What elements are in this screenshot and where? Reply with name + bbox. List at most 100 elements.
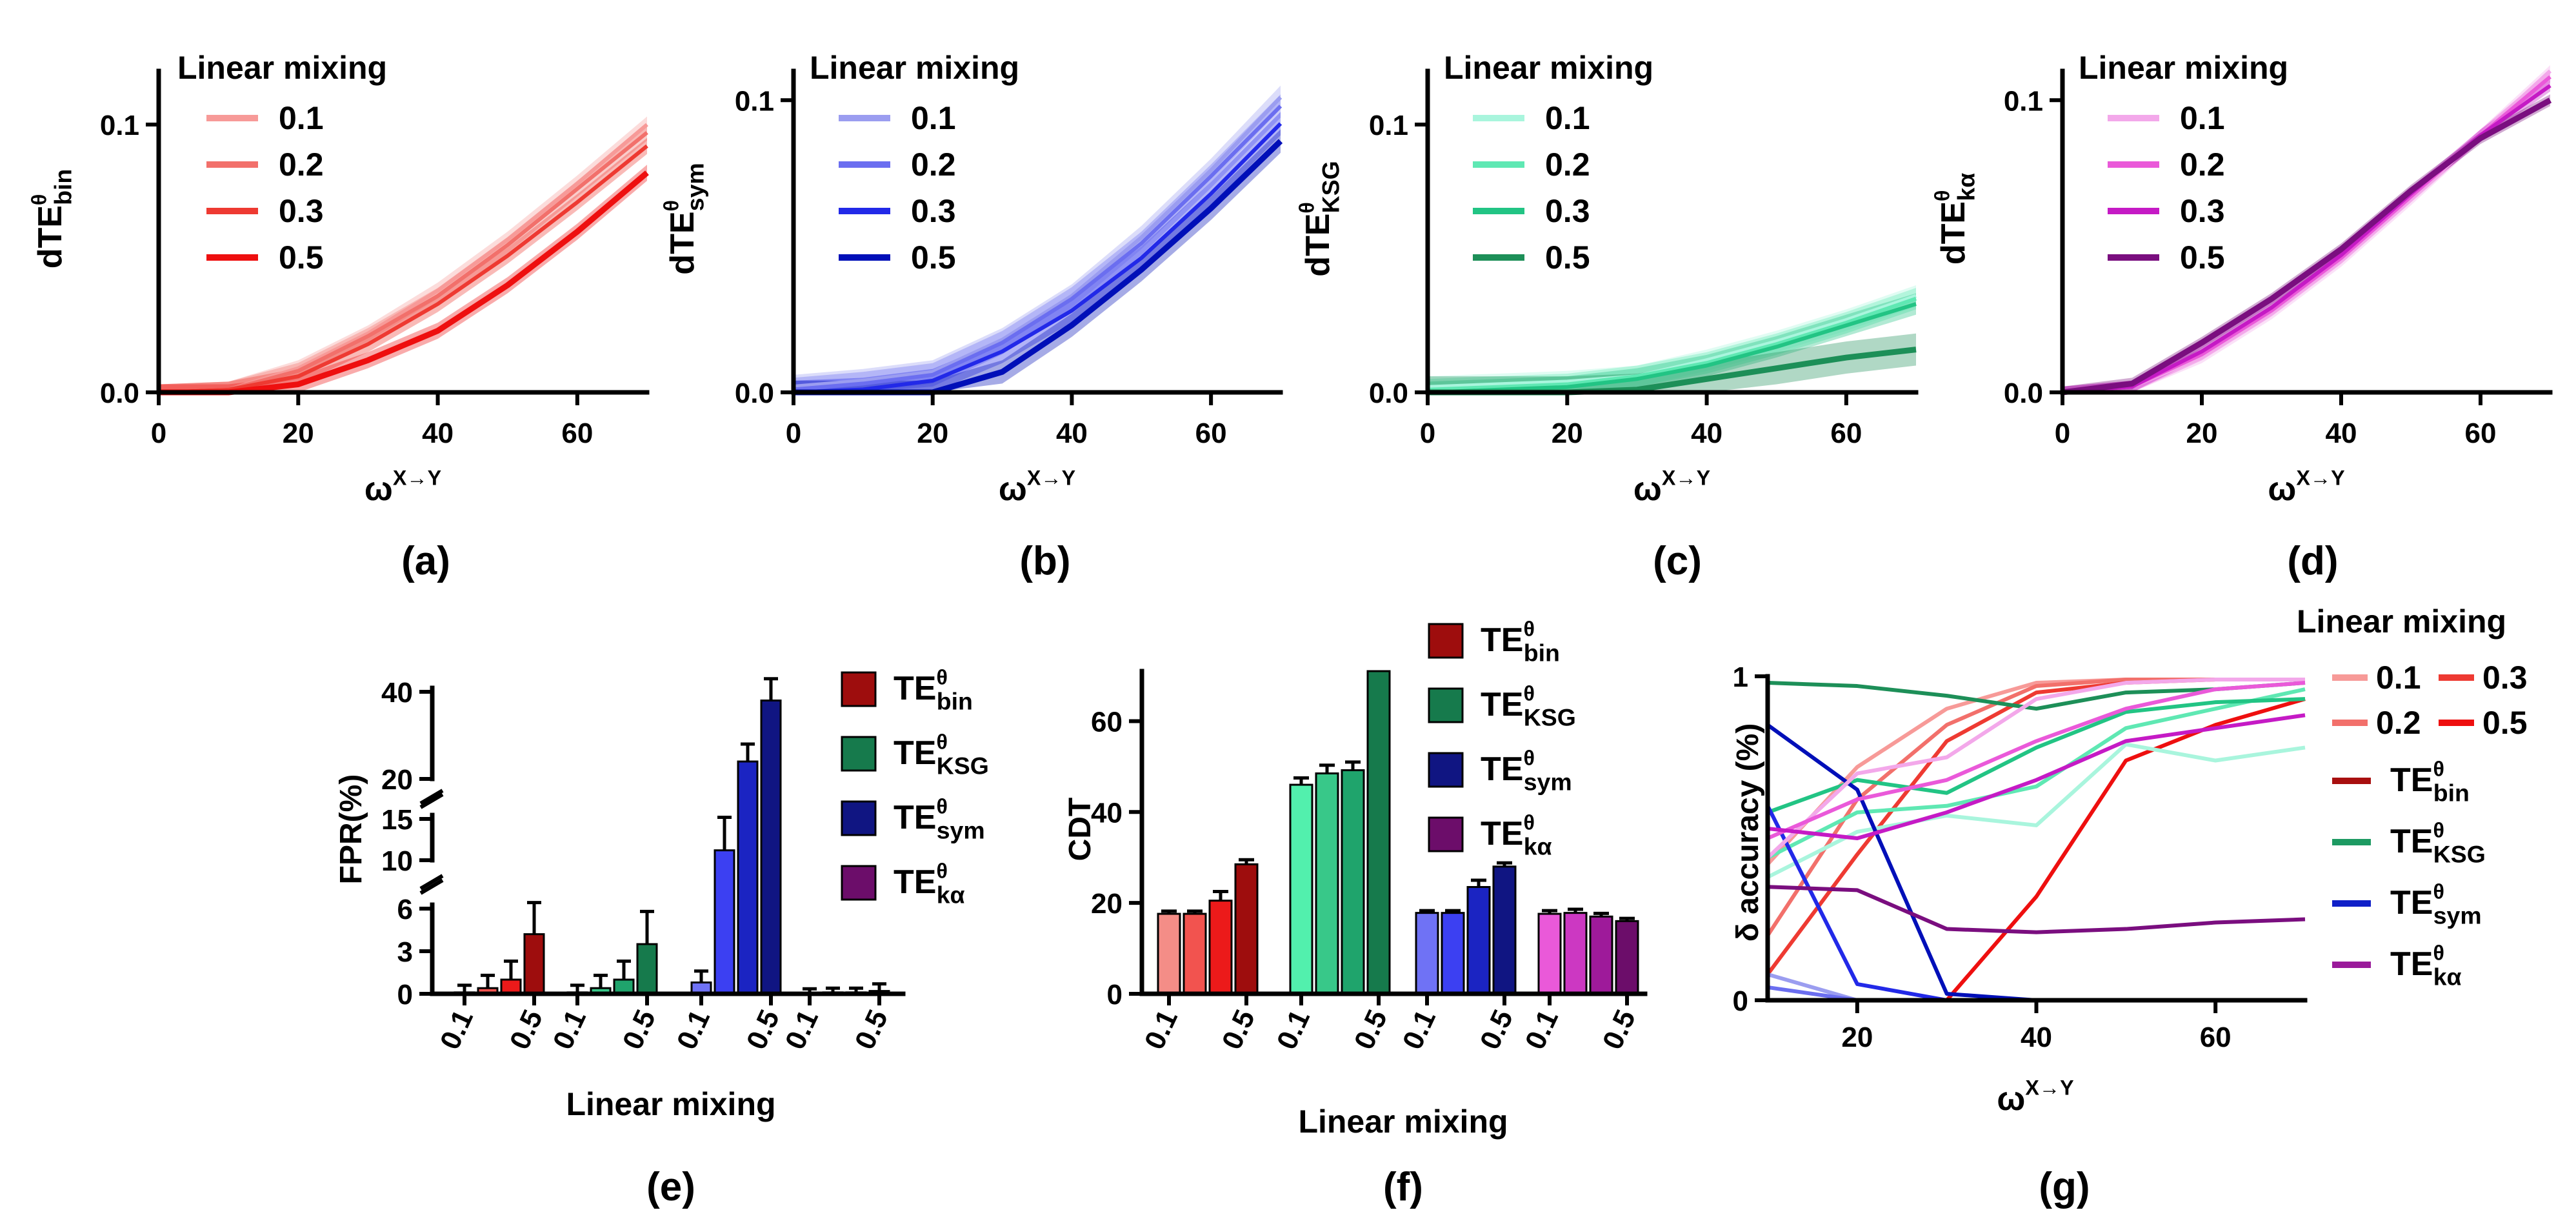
y-tick-label: 0.1 — [2004, 85, 2043, 117]
legend-label: 0.2 — [279, 146, 324, 183]
series-line-0.3 — [158, 144, 648, 394]
x-tick-label: 0.1 — [671, 1005, 716, 1054]
series-line-0.2 — [1427, 296, 1917, 392]
x-tick-label: 0 — [786, 418, 801, 449]
bar-bin-0.5 — [1234, 863, 1259, 995]
y-tick-label: 0.1 — [100, 110, 139, 141]
y-axis-label: dTEθbin — [28, 169, 77, 269]
legend-label-ka: TEθ kα — [1481, 811, 1552, 860]
legend-label-sym: TEθ sym — [894, 795, 985, 844]
y-tick-label: 10 — [381, 845, 413, 877]
legend-label-bin: TEθ bin — [2390, 758, 2470, 807]
bar-bin-0.3 — [1208, 900, 1233, 995]
legend-swatch-ksg — [841, 736, 877, 772]
legend-label: 0.2 — [1545, 146, 1590, 183]
legend-label-ksg: TEθ KSG — [894, 731, 989, 780]
x-tick-label: 60 — [2200, 1022, 2232, 1053]
chart-panel-b: 0 20 40 60 0.0 0.1 ωX→Y dTEθsym Linear mixing 0.1… — [660, 50, 1283, 583]
x-tick-label: 0.1 — [1397, 1005, 1442, 1054]
y-tick-label: 0.1 — [735, 85, 774, 117]
legend-title: Linear mixing — [1444, 50, 1653, 86]
bar-bin-0.2 — [1183, 912, 1207, 995]
legend-title: Linear mixing — [177, 50, 387, 86]
legend-label: 0.2 — [2180, 146, 2225, 183]
legend-label: 0.1 — [2376, 660, 2421, 696]
bar-sym-0.3 — [1466, 886, 1491, 995]
y-axis-label: dTEθsym — [660, 163, 709, 274]
legend-swatch-ksg — [1428, 687, 1464, 723]
legend-label: 0.5 — [911, 239, 956, 276]
legend-label: 0.3 — [911, 193, 956, 229]
x-tick-label: 0.1 — [1139, 1005, 1184, 1054]
x-tick-label: 0 — [1420, 418, 1435, 449]
series-line-ka-0.2 — [1766, 681, 2306, 840]
panel-label: (e) — [646, 1165, 695, 1209]
series-line-0.3 — [2062, 84, 2551, 394]
legend-label: 0.1 — [2180, 100, 2225, 136]
chart-panel-d: 0 20 40 60 0.0 0.1 ωX→Y dTEθkα Linear mixing 0.1 0… — [1931, 50, 2553, 583]
bar-sym-0.5 — [1492, 865, 1517, 995]
bar-ksg-0.3 — [1341, 769, 1365, 995]
y-tick-label: 0 — [397, 979, 413, 1011]
y-tick-label: 0 — [1733, 985, 1748, 1017]
x-axis-label: ωX→Y — [1997, 1076, 2073, 1118]
x-tick-label: 40 — [422, 418, 454, 449]
legend-swatch-bin — [1428, 623, 1464, 659]
legend-label-bin: TEθ bin — [1481, 618, 1560, 667]
legend-swatch-ka — [841, 865, 877, 901]
legend-label: 0.5 — [2180, 239, 2225, 276]
x-tick-label: 0.1 — [1271, 1005, 1316, 1054]
x-tick-label: 0.5 — [741, 1005, 786, 1054]
series-band-0.5 — [794, 129, 1281, 392]
x-axis-label: ωX→Y — [364, 467, 441, 508]
axis-break-mark — [419, 874, 444, 891]
legend-swatch-bin — [841, 671, 877, 707]
bar-ka-0.3 — [1589, 915, 1613, 995]
x-tick-label: 60 — [2465, 418, 2497, 449]
x-tick-label: 0.5 — [504, 1005, 549, 1054]
y-tick-label: 0.1 — [1369, 110, 1408, 141]
series-line-0.2 — [793, 105, 1283, 392]
x-tick-label: 60 — [1830, 418, 1862, 449]
series-band-0.3 — [794, 112, 1281, 392]
y-tick-label: 0 — [1107, 979, 1123, 1011]
x-tick-label: 0.5 — [1216, 1005, 1261, 1054]
series-line-ksg-0.3 — [1766, 697, 2306, 814]
y-tick-label: 0.0 — [735, 378, 774, 409]
bar-bin-0.5 — [523, 933, 545, 995]
x-tick-label: 0.1 — [779, 1005, 824, 1054]
legend-title: Linear mixing — [2079, 50, 2288, 86]
legend-title: Linear mixing — [2297, 603, 2506, 640]
y-tick-label: 20 — [381, 764, 413, 796]
legend-label-sym: TEθ sym — [2390, 880, 2482, 929]
legend-label: 0.5 — [2482, 705, 2528, 741]
chart-panel-g: 20 40 60 0 1 δ accuracy (%) ωX→Y Linear mixing 0… — [1731, 603, 2528, 1209]
legend-label: 0.3 — [1545, 193, 1590, 229]
x-tick-label: 0.1 — [1519, 1005, 1564, 1054]
x-tick-label: 20 — [283, 418, 314, 449]
x-tick-label: 20 — [1841, 1022, 1873, 1053]
x-tick-label: 40 — [2021, 1022, 2052, 1053]
legend-label: 0.2 — [911, 146, 956, 183]
x-tick-label: 0 — [151, 418, 166, 449]
x-tick-label: 0.5 — [849, 1005, 894, 1054]
x-tick-label: 20 — [917, 418, 948, 449]
series-line-bin-0.5 — [1768, 697, 2306, 1002]
series-line-ka-0.1 — [1766, 678, 2305, 860]
x-tick-label: 0.5 — [1474, 1005, 1519, 1054]
bar-sym-0.2 — [1441, 912, 1465, 995]
series-line-sym-0.5 — [1766, 723, 2305, 1002]
y-tick-label: 3 — [397, 936, 413, 968]
bar-sym-0.3 — [737, 760, 759, 995]
legend-label: 0.5 — [1545, 239, 1590, 276]
series-line-0.3 — [1427, 302, 1917, 394]
bar-sym-0.5 — [760, 700, 782, 995]
x-tick-label: 40 — [1691, 418, 1722, 449]
x-tick-label: 0.5 — [1348, 1005, 1393, 1054]
y-tick-label: 40 — [1091, 797, 1123, 829]
series-line-sym-0.1 — [1767, 972, 2305, 1002]
panel-label: (a) — [401, 539, 450, 583]
y-axis-label: FPR(%) — [334, 774, 368, 885]
y-tick-label: 20 — [1091, 888, 1123, 920]
